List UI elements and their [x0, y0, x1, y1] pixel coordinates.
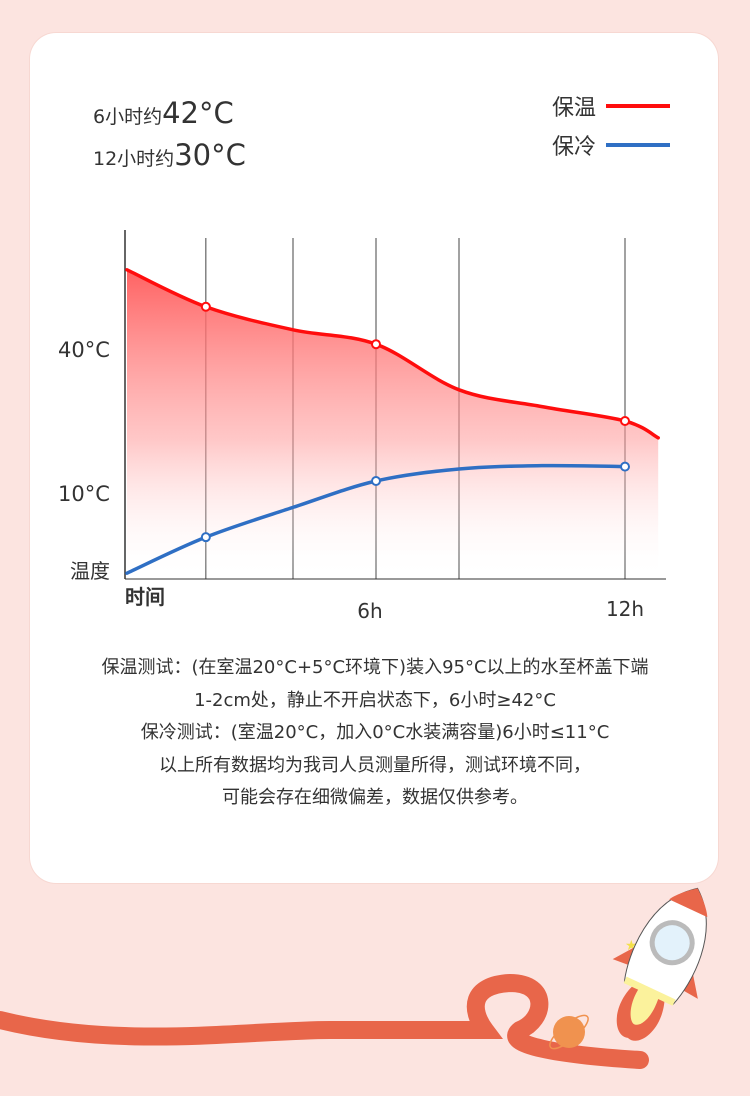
- temperature-chart: 40°C 10°C 温度 时间 6h 12h: [58, 230, 666, 623]
- summary-12h-label: 12小时约: [93, 148, 175, 170]
- rocket-illustration: ★: [0, 887, 708, 1069]
- y-axis-label: 温度: [70, 559, 110, 583]
- data-point-marker: [200, 301, 211, 312]
- x-axis-label: 时间: [125, 585, 165, 609]
- legend-keep-warm: 保温: [552, 90, 671, 122]
- x-tick-label: 6h: [357, 599, 382, 623]
- swirl-ribbon-icon: [0, 973, 649, 1069]
- rocket-icon: [612, 887, 708, 1041]
- summary-12h-value: 30°C: [174, 138, 246, 172]
- summary-6h-value: 42°C: [162, 96, 234, 130]
- legend-keep-cold-label: 保冷: [552, 135, 597, 160]
- x-tick-label: 12h: [606, 597, 644, 621]
- data-point-marker: [620, 416, 630, 426]
- summary-6h-label: 6小时约: [93, 106, 163, 128]
- summary-6h: 6小时约42°C: [93, 96, 234, 130]
- note-line: 保温测试：(在室温20°C+5°C环境下)装入95°C以上的水至杯盖下端: [101, 657, 649, 678]
- note-line: 可能会存在细微偏差，数据仅供参考。: [222, 787, 528, 808]
- keep-warm-line: [125, 268, 660, 440]
- data-point-marker: [200, 532, 211, 543]
- legend-keep-warm-swatch: [606, 104, 671, 108]
- data-point-marker: [620, 461, 630, 472]
- note-line: 保冷测试：(室温20°C，加入0°C水装满容量)6小时≤11°C: [140, 722, 610, 743]
- y-tick-label: 40°C: [58, 338, 110, 362]
- planet-icon: [553, 1016, 585, 1048]
- legend-keep-cold: 保冷: [552, 129, 671, 161]
- note-line: 以上所有数据均为我司人员测量所得，测试环境不同，: [159, 754, 591, 776]
- keep-warm-area: [127, 269, 659, 579]
- note-line: 1-2cm处，静止不开启状态下，6小时≥42°C: [194, 689, 556, 711]
- summary-12h: 12小时约30°C: [93, 138, 246, 172]
- legend-keep-warm-label: 保温: [552, 96, 597, 121]
- legend-keep-cold-swatch: [606, 143, 671, 147]
- data-point-marker: [371, 339, 381, 350]
- data-point-marker: [371, 476, 381, 486]
- y-tick-label: 10°C: [58, 482, 110, 506]
- test-notes: 保温测试：(在室温20°C+5°C环境下)装入95°C以上的水至杯盖下端 1-2…: [60, 652, 690, 815]
